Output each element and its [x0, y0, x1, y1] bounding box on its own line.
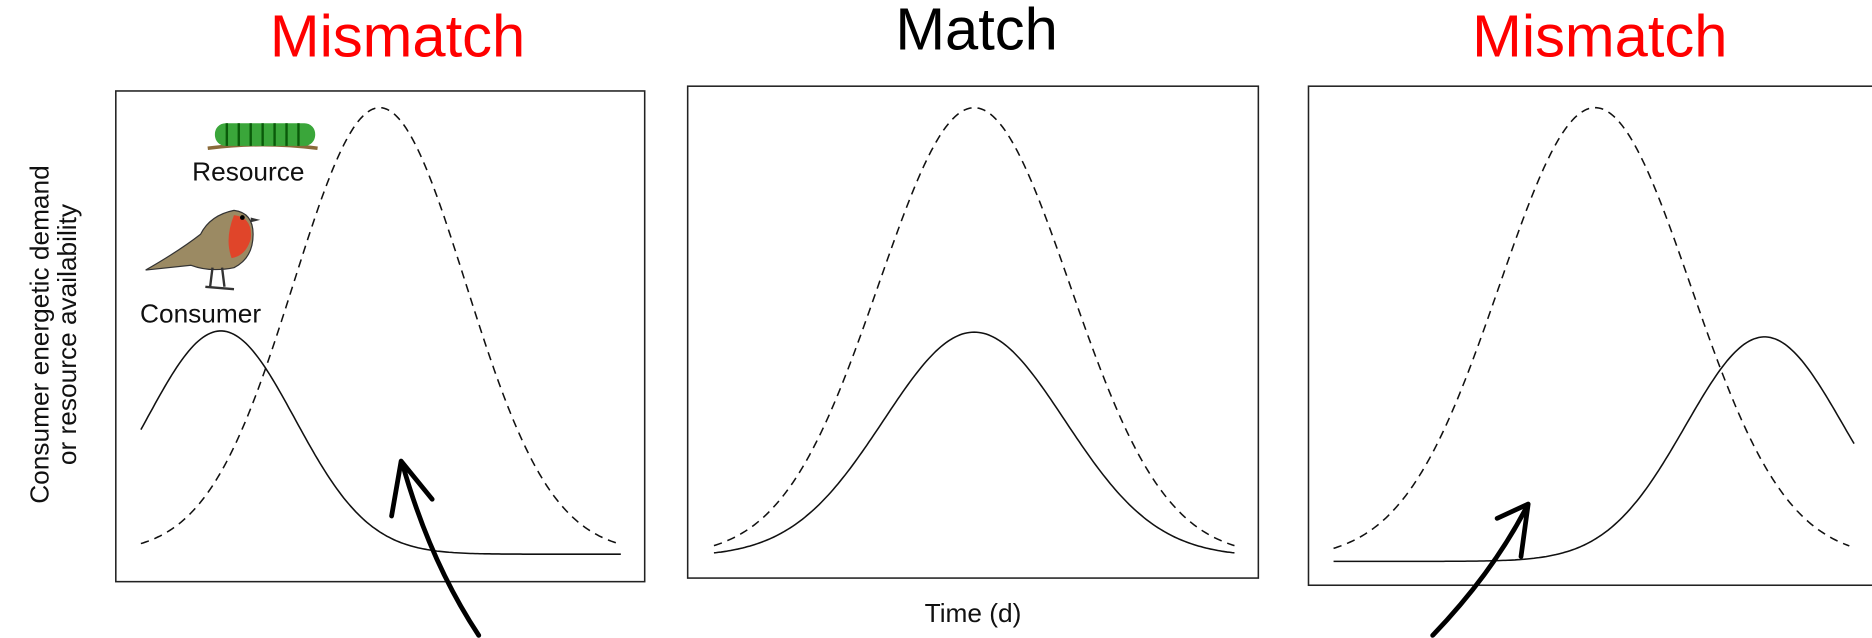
consumer-curve: [141, 331, 621, 554]
arrow: [1433, 504, 1529, 635]
y-axis-label-line: Consumer energetic demand: [25, 165, 55, 504]
bird-icon: [146, 210, 261, 289]
y-axis-label-line: or resource availability: [52, 203, 82, 465]
x-axis-label: Time (d): [925, 598, 1022, 628]
resource-label: Resource: [192, 156, 304, 186]
arrow: [392, 461, 479, 635]
consumer-curve: [1334, 337, 1855, 561]
caterpillar-icon: [208, 123, 318, 148]
panel-frame: [1308, 86, 1872, 585]
panel-title: Mismatch: [270, 3, 525, 70]
consumer-label: Consumer: [140, 298, 261, 328]
figure: Mismatch Match Mismatch Consumer energet…: [0, 0, 1872, 638]
y-axis-label: Consumer energetic demand or resource av…: [25, 165, 82, 504]
panel-title: Match: [895, 0, 1058, 62]
page: {"panels": [{"title": "Mismatch"}, {"tit…: [0, 0, 1872, 638]
resource-curve: [714, 108, 1235, 546]
consumer-curve: [714, 332, 1235, 553]
panel-title: Mismatch: [1472, 3, 1727, 70]
resource-curve: [1334, 108, 1850, 549]
